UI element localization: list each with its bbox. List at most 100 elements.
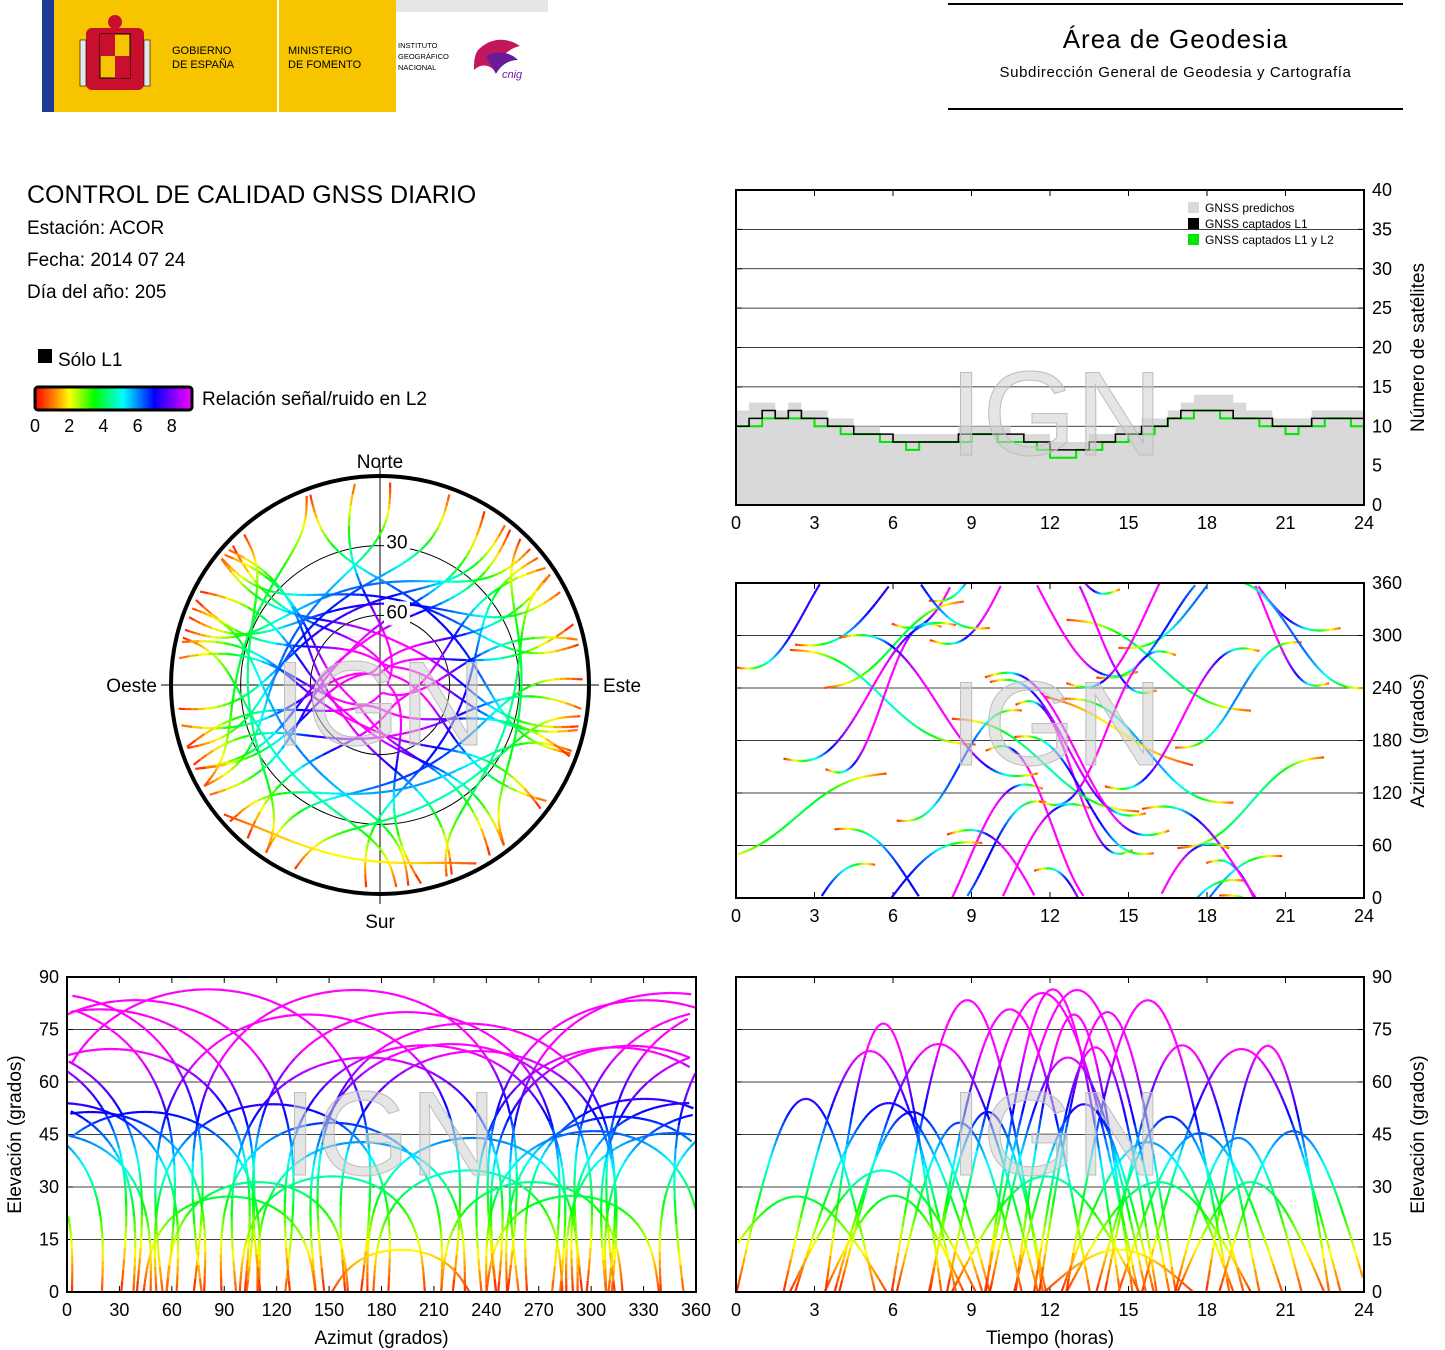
skyplot-track-segment bbox=[343, 792, 351, 799]
azimuth-track-segment bbox=[1109, 808, 1114, 812]
skyplot-track-segment bbox=[389, 765, 397, 772]
azimuth-track-segment bbox=[1117, 843, 1121, 847]
azimuth-track-segment bbox=[998, 711, 1001, 715]
ring-label-bg bbox=[384, 601, 410, 626]
azimuth-track-segment bbox=[1298, 642, 1303, 648]
azimuth-track-segment bbox=[1121, 654, 1126, 660]
azimuth-track-segment bbox=[1217, 880, 1221, 884]
azimuth-track-segment bbox=[934, 700, 940, 707]
elev-az-track-segment bbox=[543, 1145, 550, 1153]
azimuth-track-segment bbox=[921, 614, 925, 619]
skyplot-track-segment bbox=[235, 754, 244, 760]
azimuth-track-segment bbox=[905, 718, 911, 723]
skyplot-track-segment bbox=[396, 746, 401, 756]
azimuth-track-segment bbox=[901, 879, 906, 885]
skyplot-track-segment bbox=[363, 712, 368, 717]
azimuth-track-segment bbox=[1056, 869, 1060, 873]
skyplot-track-segment bbox=[371, 698, 376, 703]
skyplot-track-segment bbox=[448, 832, 452, 838]
azimuth-track-segment bbox=[975, 720, 979, 724]
skyplot-track-segment bbox=[252, 799, 259, 804]
skyplot-track-segment bbox=[449, 828, 454, 834]
azimuth-track-segment bbox=[1273, 606, 1278, 611]
azimuth-track-segment bbox=[1097, 716, 1101, 720]
skyplot-track-segment bbox=[431, 679, 439, 686]
skyplot-track-segment bbox=[290, 632, 297, 641]
skyplot-track-segment bbox=[511, 596, 515, 602]
azimuth-track-segment bbox=[1197, 593, 1202, 599]
skyplot-track-segment bbox=[368, 718, 373, 724]
skyplot-track-segment bbox=[482, 623, 492, 630]
skyplot-track-segment bbox=[342, 816, 349, 822]
skyplot-track-segment bbox=[352, 606, 360, 612]
skyplot-track-segment bbox=[199, 622, 207, 627]
azimuth-track-segment bbox=[1036, 702, 1040, 706]
azimuth-track-segment bbox=[1257, 661, 1261, 665]
skyplot-track-segment bbox=[371, 736, 378, 740]
azimuth-track-segment bbox=[881, 666, 886, 672]
azimuth-track-segment bbox=[796, 813, 801, 818]
azimuth-track-segment bbox=[1177, 861, 1182, 867]
skyplot-track-segment bbox=[435, 617, 442, 625]
azimuth-track-segment bbox=[1052, 697, 1056, 701]
azimuth-track-segment bbox=[767, 836, 772, 840]
legend-entry: GNSS captados L1 y L2 bbox=[1205, 233, 1334, 247]
skyplot-track-segment bbox=[478, 556, 485, 563]
azimuth-track-segment bbox=[1228, 649, 1232, 654]
skyplot-track-segment bbox=[402, 592, 410, 599]
elev-az-track-segment bbox=[528, 1185, 533, 1194]
azimuth-track-segment bbox=[1071, 646, 1077, 652]
azimuth-track-segment bbox=[1157, 664, 1163, 669]
azimuth-track-segment bbox=[856, 708, 861, 714]
azimuth-track-segment bbox=[1025, 802, 1028, 805]
skyplot-track-segment bbox=[516, 713, 521, 721]
skyplot-track-segment bbox=[281, 651, 287, 660]
skyplot-track-segment bbox=[223, 813, 228, 817]
skyplot-track-segment bbox=[197, 643, 203, 648]
azimuth-track-segment bbox=[1156, 637, 1161, 642]
skyplot-track-segment bbox=[334, 607, 342, 612]
azimuth-track-segment bbox=[960, 738, 965, 744]
skyplot-track-segment bbox=[299, 711, 306, 719]
skyplot-track-segment bbox=[441, 636, 451, 641]
skyplot-track-segment bbox=[356, 650, 362, 655]
skyplot-track-segment bbox=[262, 623, 269, 629]
skyplot-track-segment bbox=[413, 670, 420, 675]
azimuth-track-segment bbox=[1008, 746, 1012, 750]
skyplot-track-segment bbox=[208, 592, 218, 597]
skyplot-track-segment bbox=[525, 636, 536, 641]
skyplot-track-segment bbox=[391, 662, 397, 667]
skyplot-track-segment bbox=[326, 627, 335, 634]
skyplot-track-segment bbox=[226, 732, 230, 738]
azimuth-track-segment bbox=[1073, 684, 1076, 687]
azimuth-track-segment bbox=[1337, 682, 1341, 686]
azimuth-track-segment bbox=[1063, 857, 1068, 864]
skyplot-track-segment bbox=[409, 588, 417, 593]
azimuth-track-segment bbox=[1184, 853, 1189, 858]
elev-az-track-segment bbox=[455, 1209, 460, 1216]
azimuth-track-segment bbox=[927, 616, 932, 621]
elev-az-track-segment bbox=[609, 1100, 617, 1105]
skyplot-track-segment bbox=[297, 612, 304, 621]
azimuth-track-segment bbox=[1104, 846, 1109, 850]
skyplot-track-segment bbox=[261, 795, 268, 800]
skyplot-track-segment bbox=[416, 742, 424, 747]
elev-az-track-segment bbox=[539, 1203, 545, 1209]
elev-az-track-segment bbox=[566, 1229, 570, 1237]
skyplot-track-segment bbox=[212, 745, 221, 752]
x-tick-label: 18 bbox=[1197, 906, 1217, 926]
skyplot-track-segment bbox=[460, 556, 467, 565]
skyplot-track-segment bbox=[266, 602, 275, 608]
skyplot-track-segment bbox=[450, 568, 458, 576]
skyplot-track-segment bbox=[382, 668, 387, 672]
skyplot-track-segment bbox=[566, 748, 573, 753]
azimuth-track-segment bbox=[1193, 846, 1198, 850]
azimuth-track-segment bbox=[818, 652, 823, 656]
x-tick-label: 21 bbox=[1275, 906, 1295, 926]
azimuth-track-segment bbox=[1099, 717, 1103, 721]
azimuth-track-segment bbox=[1223, 652, 1227, 656]
skyplot-track-segment bbox=[299, 781, 307, 788]
azimuth-track-segment bbox=[1200, 890, 1205, 895]
azimuth-track-segment bbox=[1205, 736, 1209, 740]
azimuth-track-segment bbox=[1077, 786, 1082, 791]
